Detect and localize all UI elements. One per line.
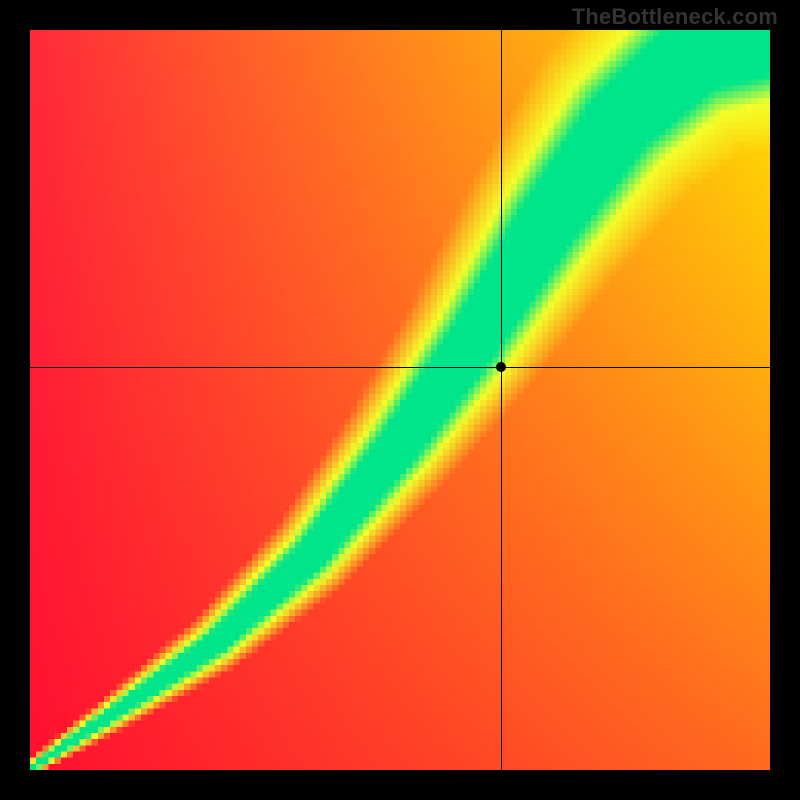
- chart-container: TheBottleneck.com: [0, 0, 800, 800]
- crosshair-vertical: [501, 30, 502, 770]
- crosshair-marker: [496, 362, 506, 372]
- heatmap-canvas: [30, 30, 770, 770]
- heatmap-plot: [30, 30, 770, 770]
- crosshair-horizontal: [30, 367, 770, 368]
- watermark-label: TheBottleneck.com: [572, 4, 778, 30]
